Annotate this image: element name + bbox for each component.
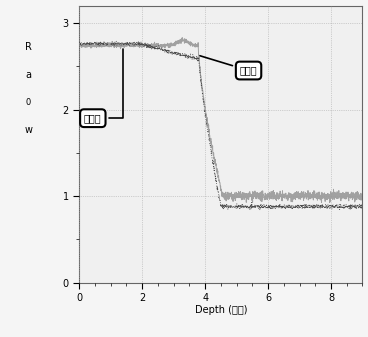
Text: 0: 0 — [26, 98, 31, 107]
Text: R: R — [25, 42, 32, 52]
Text: 试验二: 试验二 — [200, 56, 257, 75]
X-axis label: Depth (厘米): Depth (厘米) — [195, 305, 247, 315]
Text: a: a — [25, 70, 31, 80]
Text: 试验一: 试验一 — [84, 49, 123, 123]
Text: w: w — [24, 125, 32, 135]
